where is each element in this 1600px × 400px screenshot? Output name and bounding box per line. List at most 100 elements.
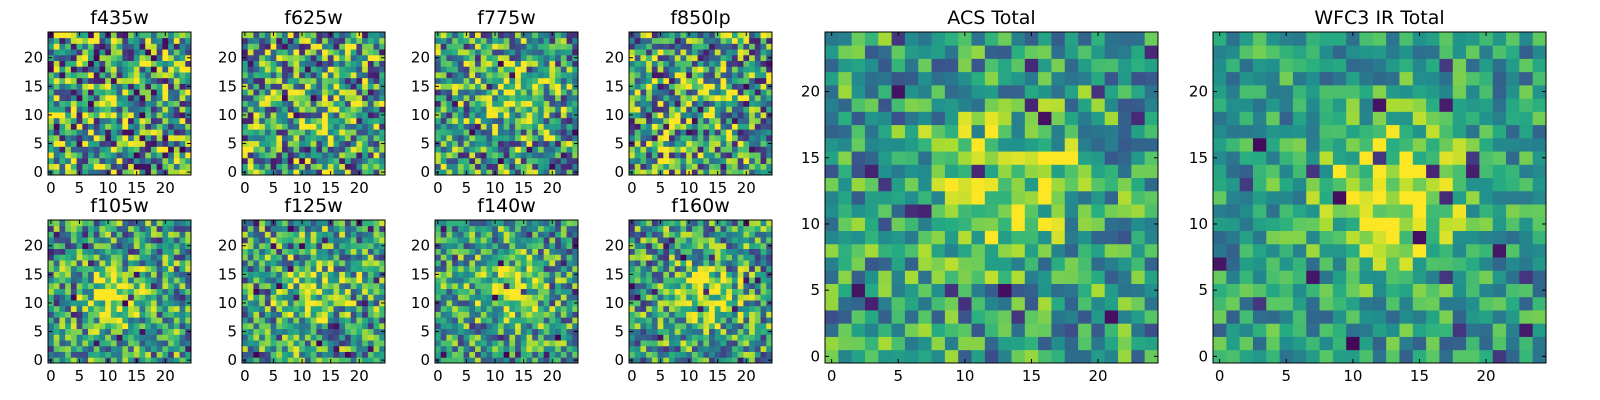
heatmap-cell [82,294,89,301]
heatmap-cell [440,157,447,164]
heatmap-cell [270,140,277,147]
heatmap-cell [65,345,72,352]
heatmap-cell [264,89,271,96]
heatmap-cell [99,112,106,119]
heatmap-cell [88,66,95,73]
heatmap-cell [105,100,112,107]
heatmap-cell [640,146,647,153]
heatmap-cell [566,123,573,130]
heatmap-cell [560,271,567,278]
heatmap-cell [480,351,487,358]
heatmap-cell [657,157,664,164]
heatmap-cell [446,322,453,330]
heatmap-cell [259,242,266,249]
heatmap-cell [549,163,556,170]
heatmap-cell [515,225,522,232]
heatmap-cell [674,317,681,324]
heatmap-cell [276,54,283,61]
heatmap-cell [555,123,562,130]
heatmap-cell [362,89,369,96]
heatmap-cell [703,322,710,330]
heatmap-cell [373,123,380,130]
heatmap-cell [350,265,357,272]
heatmap-cell [549,242,556,249]
heatmap-cell [486,340,493,347]
heatmap-cell [70,89,77,96]
heatmap-cell [327,83,334,90]
heatmap-cell [276,282,283,290]
heatmap-cell [640,357,647,364]
heatmap-cell [344,294,352,301]
heatmap-cell [537,60,545,67]
heatmap-cell [566,220,573,227]
x-tick-label: 5 [656,179,666,197]
heatmap-cell [110,357,118,364]
heatmap-cell [247,300,254,307]
heatmap-cell [526,277,533,284]
heatmap-cell [509,140,516,147]
heatmap-cell [720,351,727,358]
heatmap-cell [703,123,710,130]
heatmap-cell [82,300,89,307]
heatmap-cell [304,117,312,124]
heatmap-cell [145,134,152,142]
heatmap-cell [446,66,453,73]
heatmap-cell [640,43,647,50]
heatmap-cell [350,152,357,159]
heatmap-cell [714,282,721,290]
heatmap-cell [162,254,169,261]
heatmap-cell [463,54,470,61]
heatmap-cell [162,83,169,90]
heatmap-cell [486,100,493,107]
heatmap-cell [282,237,289,244]
heatmap-cell [185,317,192,324]
heatmap-cell [173,129,180,136]
heatmap-cell [59,134,66,142]
heatmap-cell [737,334,744,341]
heatmap-cell [122,77,129,84]
heatmap-cell [270,351,277,358]
heatmap-cell [276,242,283,249]
heatmap-cell [362,328,369,335]
heatmap-cell [356,345,363,352]
heatmap-cell [486,254,493,261]
heatmap-cell [333,282,340,290]
heatmap-cell [497,254,505,261]
heatmap-cell [515,54,522,61]
heatmap-cell [185,89,192,96]
heatmap-cell [509,100,516,107]
heatmap-cell [316,317,323,324]
heatmap-cell [264,140,271,147]
heatmap-cell [259,112,266,119]
heatmap-cell [264,94,271,102]
heatmap-cell [139,282,146,290]
heatmap-cell [293,54,300,61]
heatmap-cell [373,100,380,107]
heatmap-cell [173,32,180,39]
x-tick-label: 10 [680,179,699,197]
y-tick-label: 20 [24,49,43,67]
heatmap-cell [93,43,100,50]
heatmap-cell [116,231,123,238]
heatmap-cell [457,163,464,170]
heatmap-cell [333,225,340,232]
heatmap-cell [59,140,66,147]
heatmap-cell [247,146,254,153]
heatmap-cell [59,265,66,272]
heatmap-cell [70,83,77,90]
heatmap-cell [339,231,346,238]
heatmap-cell [270,66,277,73]
heatmap-cell [572,106,579,113]
heatmap-cell [356,129,363,136]
heatmap-cell [509,242,516,249]
heatmap-cell [532,129,539,136]
heatmap-cell [680,294,687,301]
heatmap-cell [749,60,756,67]
heatmap-cell [70,357,77,364]
heatmap-cell [362,157,369,164]
heatmap-cell [691,89,699,96]
heatmap-cell [469,169,476,176]
heatmap-cell [53,140,60,147]
heatmap-cell [680,351,687,358]
heatmap-cell [754,66,761,73]
